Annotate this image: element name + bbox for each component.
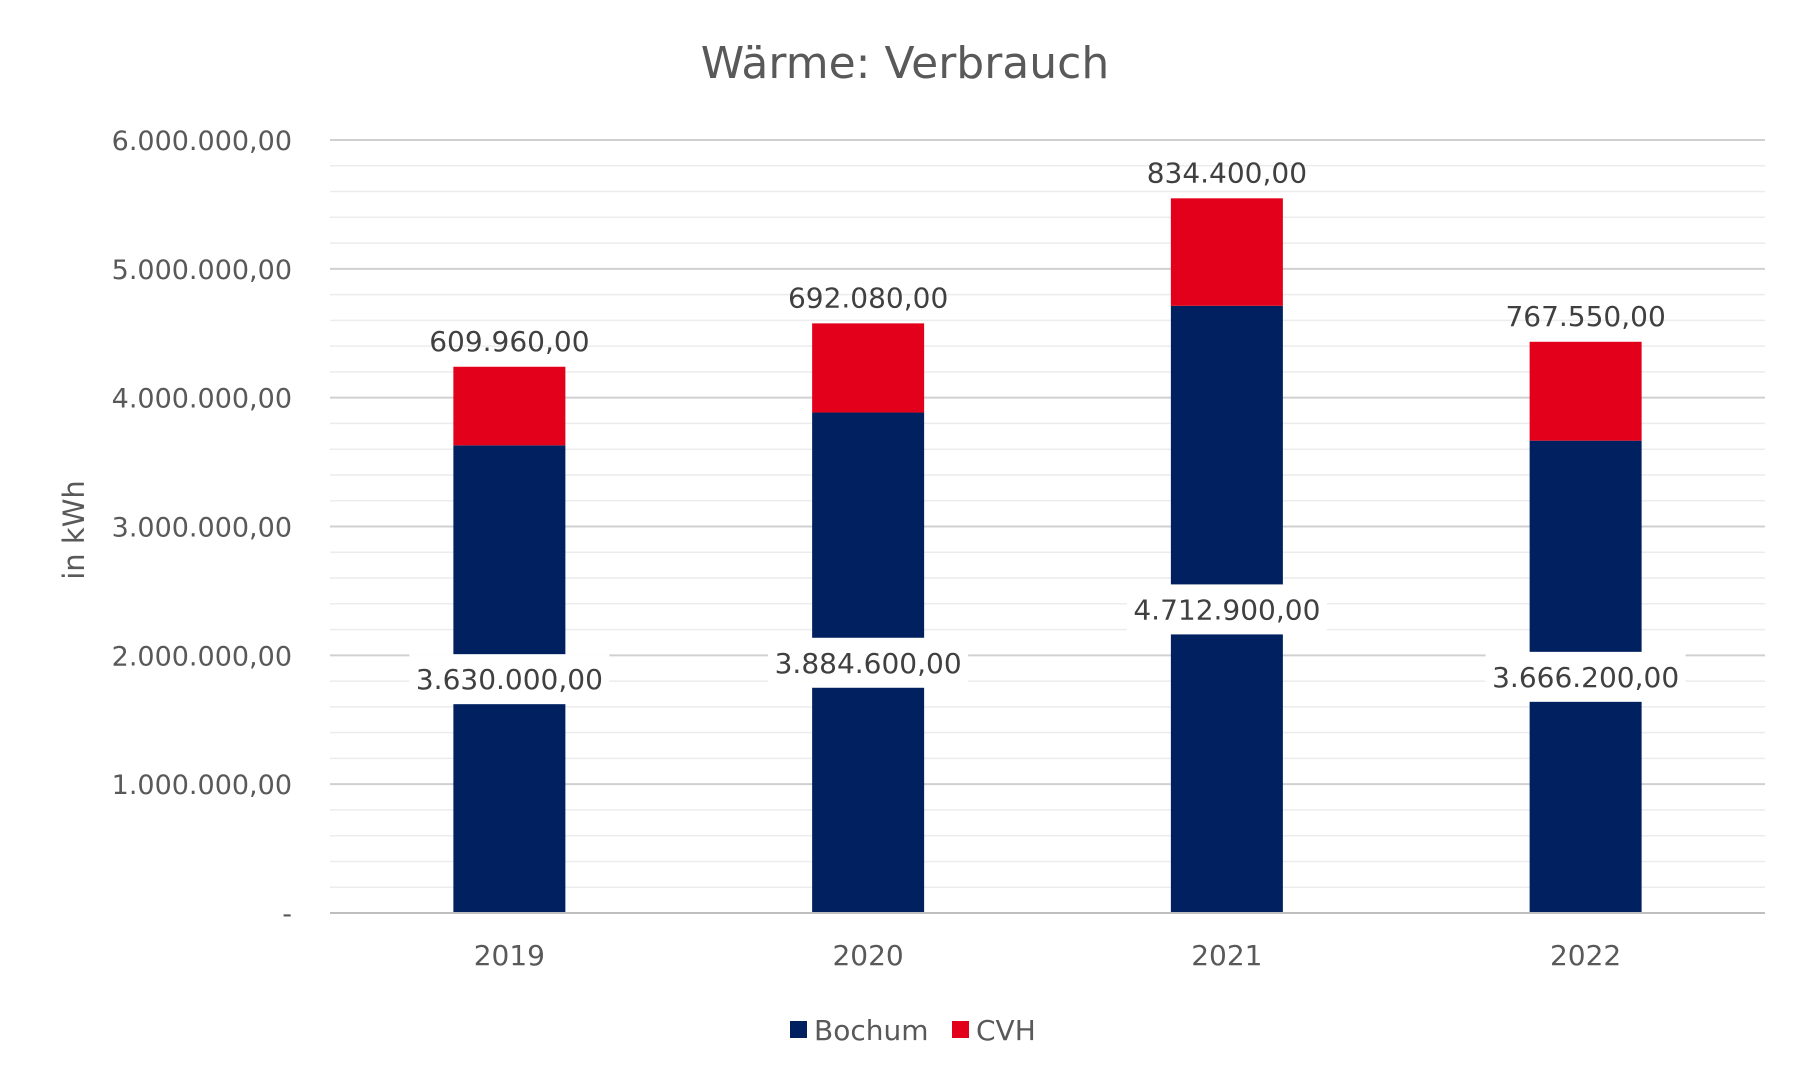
legend-swatch-cvh <box>952 1021 969 1038</box>
y-tick-label: 6.000.000,00 <box>112 126 292 157</box>
chart-title: Wärme: Verbrauch <box>701 38 1110 89</box>
y-tick-label: 5.000.000,00 <box>112 255 292 286</box>
data-label-background <box>1126 584 1327 635</box>
data-label-bochum-2020: 3.884.600,00 <box>775 647 962 680</box>
data-label-cvh-2022: 767.550,00 <box>1505 300 1665 333</box>
data-label-cvh-2019: 609.960,00 <box>429 325 589 358</box>
x-tick-label: 2022 <box>1550 939 1621 972</box>
legend-label-cvh: CVH <box>976 1014 1036 1047</box>
data-label-bochum-2019: 3.630.000,00 <box>416 663 603 696</box>
x-tick-label: 2021 <box>1191 939 1262 972</box>
legend-label-bochum: Bochum <box>814 1014 929 1047</box>
data-label-cvh-2021: 834.400,00 <box>1147 156 1307 189</box>
data-label-background <box>768 637 969 688</box>
data-label-bochum-2021: 4.712.900,00 <box>1133 593 1320 626</box>
data-label-bochum-2022: 3.666.200,00 <box>1492 661 1679 694</box>
bar-cvh-2019 <box>453 366 566 446</box>
legend-swatch-bochum <box>790 1021 807 1038</box>
y-tick-label: 4.000.000,00 <box>112 384 292 415</box>
y-tick-label: - <box>282 899 292 930</box>
y-tick-label: 1.000.000,00 <box>112 770 292 801</box>
data-label-background <box>409 654 610 705</box>
axes: - 1.000.000,00 2.000.000,00 3.000.000,00 4.0… <box>112 126 1765 972</box>
legend: Bochum CVH <box>790 1014 1036 1047</box>
gridlines <box>330 139 1765 888</box>
data-label-cvh-2020: 692.080,00 <box>788 281 948 314</box>
x-tick-label: 2020 <box>832 939 903 972</box>
bar-cvh-2021 <box>1170 198 1283 306</box>
data-label-background <box>1485 651 1686 702</box>
data-labels: 3.630.000,00 609.960,00 3.884.600,00 692.08… <box>409 156 1686 705</box>
bars <box>453 198 1642 913</box>
x-tick-label: 2019 <box>474 939 545 972</box>
bar-cvh-2020 <box>812 323 925 413</box>
bar-cvh-2022 <box>1529 341 1642 441</box>
y-axis-title: in kWh <box>57 480 91 580</box>
y-tick-label: 2.000.000,00 <box>112 641 292 672</box>
y-tick-label: 3.000.000,00 <box>112 513 292 544</box>
